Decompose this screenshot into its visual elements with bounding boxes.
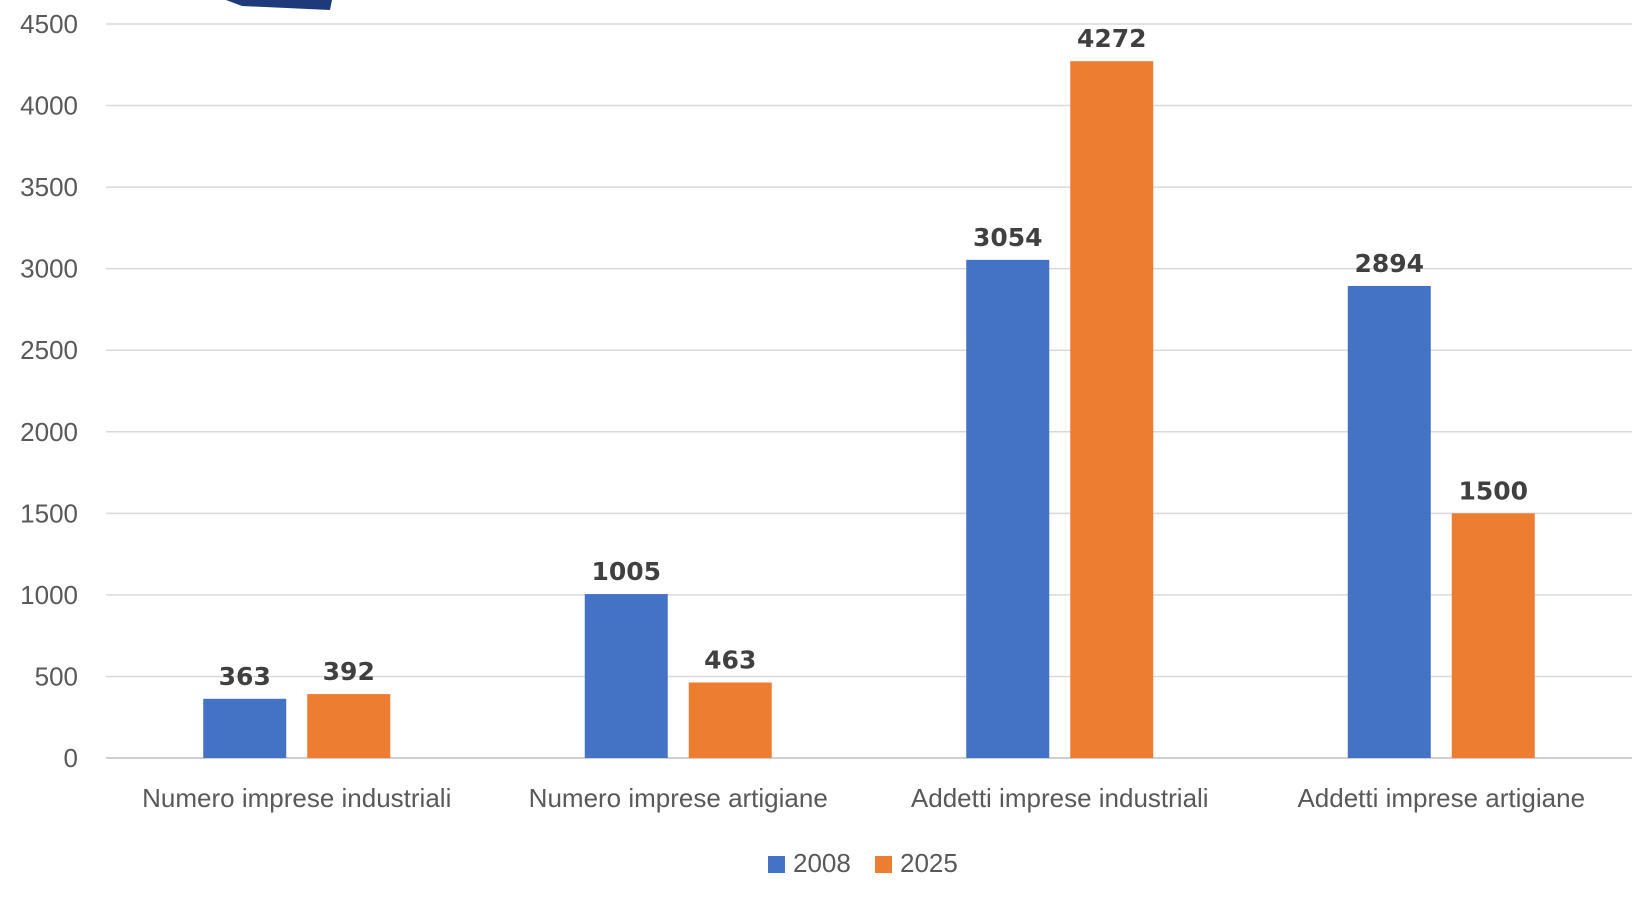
bar-2008-3 bbox=[966, 259, 1050, 758]
legend: 2008 2025 bbox=[768, 848, 958, 878]
data-label-2025-1: 392 bbox=[323, 657, 375, 686]
data-label-2025-3: 4272 bbox=[1077, 24, 1147, 53]
bar-2025-4 bbox=[1451, 513, 1535, 758]
y-axis: 0 500 1000 1500 2000 2500 3000 3500 4000 4500 bbox=[20, 9, 78, 773]
data-label-2008-1: 363 bbox=[219, 662, 271, 691]
data-label-2008-4: 2894 bbox=[1354, 249, 1424, 278]
bar-2008-2 bbox=[584, 594, 668, 758]
legend-swatch-2008 bbox=[768, 856, 785, 873]
x-category-label: Numero imprese artigiane bbox=[529, 783, 828, 813]
y-tick-label: 4000 bbox=[20, 91, 78, 121]
legend-label-2008: 2008 bbox=[793, 848, 851, 878]
bars bbox=[203, 61, 1535, 759]
bar-2025-1 bbox=[307, 694, 391, 758]
y-tick-label: 3500 bbox=[20, 172, 78, 202]
bar-2008-4 bbox=[1347, 285, 1431, 758]
y-tick-label: 500 bbox=[35, 661, 78, 691]
y-tick-label: 2500 bbox=[20, 335, 78, 365]
bar-2008-1 bbox=[203, 698, 287, 758]
gridlines bbox=[106, 23, 1632, 759]
x-category-label: Addetti imprese artigiane bbox=[1297, 783, 1585, 813]
x-category-label: Numero imprese industriali bbox=[142, 783, 451, 813]
legend-label-2025: 2025 bbox=[900, 848, 958, 878]
data-labels: 363 392 1005 463 3054 4272 2894 1500 bbox=[219, 24, 1528, 691]
y-tick-label: 3000 bbox=[20, 254, 78, 284]
data-label-2025-4: 1500 bbox=[1458, 476, 1528, 505]
y-tick-label: 1000 bbox=[20, 580, 78, 610]
data-label-2025-2: 463 bbox=[704, 645, 756, 674]
corner-decoration-shape bbox=[226, 0, 332, 10]
y-tick-label: 0 bbox=[64, 743, 78, 773]
y-tick-label: 4500 bbox=[20, 9, 78, 39]
y-tick-label: 2000 bbox=[20, 417, 78, 447]
y-tick-label: 1500 bbox=[20, 498, 78, 528]
x-axis: Numero imprese industriali Numero imprese… bbox=[142, 783, 1585, 813]
legend-swatch-2025 bbox=[875, 856, 892, 873]
data-label-2008-3: 3054 bbox=[973, 223, 1043, 252]
x-category-label: Addetti imprese industriali bbox=[911, 783, 1209, 813]
data-label-2008-2: 1005 bbox=[591, 557, 661, 586]
bar-2025-2 bbox=[688, 682, 772, 758]
bar-2025-3 bbox=[1070, 61, 1154, 759]
